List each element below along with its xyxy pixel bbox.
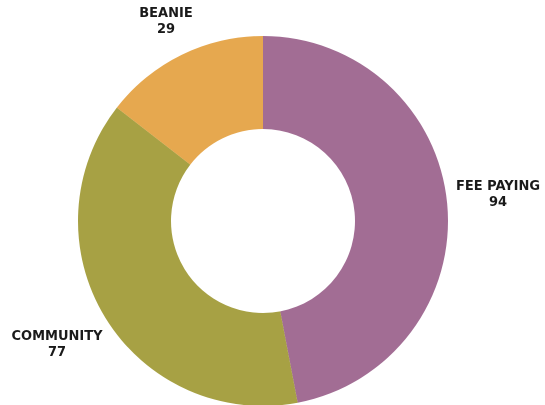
slice-label-community: COMMUNITY (11, 329, 103, 344)
slice-beanie (116, 36, 263, 165)
slice-fee-paying (263, 36, 449, 403)
slice-community (78, 107, 298, 405)
slice-label-beanie: BEANIE (139, 6, 192, 21)
slice-label-fee-paying: FEE PAYING (456, 179, 540, 194)
slice-value-community: 77 (48, 345, 66, 360)
slices-group (78, 36, 449, 405)
slice-value-beanie: 29 (157, 22, 175, 37)
slice-value-fee-paying: 94 (489, 195, 507, 210)
